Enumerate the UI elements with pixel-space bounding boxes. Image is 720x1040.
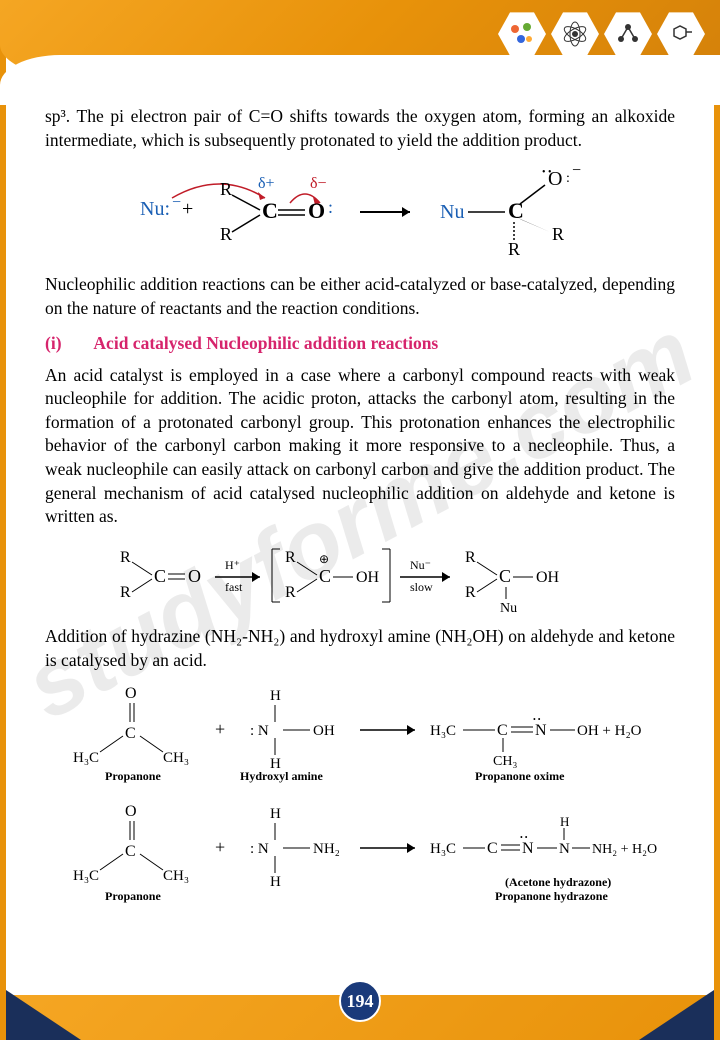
- svg-text:R: R: [120, 584, 131, 601]
- svg-text:C: C: [487, 840, 498, 857]
- structure-icon: [657, 10, 705, 58]
- bottom-corner-right: [639, 990, 714, 1040]
- svg-text:Propanone hydrazone: Propanone hydrazone: [495, 889, 608, 903]
- svg-text:OH: OH: [356, 569, 380, 586]
- mechanism-diagram-1: Nu: − + R R C δ+ O : δ− Nu C O • •: [45, 160, 675, 265]
- svg-text:C: C: [497, 722, 508, 739]
- svg-text:O: O: [125, 685, 137, 702]
- svg-text:OH + H₂O: OH + H₂O: [577, 723, 642, 739]
- svg-text:fast: fast: [225, 580, 243, 594]
- svg-text:(Acetone hydrazone): (Acetone hydrazone): [505, 875, 611, 889]
- svg-text:H: H: [270, 806, 281, 822]
- svg-text:CH₃: CH₃: [163, 868, 189, 884]
- svg-text:+: +: [215, 837, 225, 857]
- svg-text:H⁺: H⁺: [225, 558, 240, 572]
- svg-text:OH: OH: [536, 569, 560, 586]
- svg-text:R: R: [508, 239, 520, 259]
- mechanism-diagram-2: R R C O H⁺ fast R R C ⊕ OH: [45, 537, 675, 617]
- svg-text:: N: : N: [250, 723, 269, 739]
- molecules-icon: [498, 10, 546, 58]
- svg-text:CH₃: CH₃: [493, 754, 517, 769]
- svg-text:δ−: δ−: [310, 175, 327, 192]
- svg-text:R: R: [220, 179, 232, 199]
- svg-text:H: H: [270, 688, 281, 704]
- svg-text:⊕: ⊕: [319, 552, 329, 566]
- section-number: (i): [45, 333, 90, 354]
- svg-text:Nu: Nu: [500, 601, 517, 612]
- svg-text:Propanone oxime: Propanone oxime: [475, 769, 565, 783]
- header-icon-row: [498, 10, 705, 58]
- svg-text:Propanone: Propanone: [105, 889, 161, 903]
- top-banner: [0, 0, 720, 85]
- section-title: Acid catalysed Nucleophilic addition rea…: [93, 333, 438, 353]
- svg-text:H₃C: H₃C: [73, 750, 99, 766]
- svg-text:Nu:: Nu:: [140, 198, 170, 220]
- svg-text:H₃C: H₃C: [73, 868, 99, 884]
- svg-text:R: R: [465, 584, 476, 601]
- svg-text:• •: • •: [542, 167, 552, 178]
- svg-text:H: H: [560, 814, 569, 829]
- svg-text:CH₃: CH₃: [163, 750, 189, 766]
- atom-icon: [551, 10, 599, 58]
- svg-text:• •: • •: [520, 833, 528, 842]
- svg-text:+: +: [182, 198, 193, 220]
- svg-text:C: C: [499, 566, 511, 586]
- bond-icon: [604, 10, 652, 58]
- svg-text:Hydroxyl amine: Hydroxyl amine: [240, 769, 323, 783]
- svg-text::: :: [566, 171, 570, 186]
- svg-text:C: C: [508, 198, 524, 223]
- svg-text:δ+: δ+: [258, 175, 275, 192]
- svg-text:H: H: [270, 874, 281, 890]
- svg-text:OH: OH: [313, 723, 335, 739]
- svg-text:C: C: [319, 566, 331, 586]
- section-heading: (i) Acid catalysed Nucleophilic addition…: [45, 333, 675, 354]
- svg-text:C: C: [154, 566, 166, 586]
- svg-text:NH₂: NH₂: [313, 841, 340, 857]
- svg-text:H₃C: H₃C: [430, 841, 456, 857]
- svg-text:R: R: [552, 224, 564, 244]
- reaction-2: O C H₃C CH₃ Propanone + H : N NH₂ H H₃C …: [65, 798, 675, 913]
- svg-text:R: R: [285, 584, 296, 601]
- svg-text:R: R: [285, 549, 296, 566]
- svg-text:Nu: Nu: [440, 201, 464, 223]
- paragraph-2: Nucleophilic addition reactions can be e…: [45, 273, 675, 320]
- svg-text:NH₂ + H₂O: NH₂ + H₂O: [592, 842, 657, 857]
- svg-text:N: N: [522, 840, 534, 857]
- svg-text:C: C: [262, 198, 278, 223]
- paragraph-4: Addition of hydrazine (NH₂-NH₂) and hydr…: [45, 625, 675, 672]
- svg-text:O: O: [188, 566, 201, 586]
- paragraph-1: sp³. The pi electron pair of C=O shifts …: [45, 105, 675, 152]
- svg-text:R: R: [220, 224, 232, 244]
- svg-text:C: C: [125, 843, 136, 860]
- svg-text:H₃C: H₃C: [430, 723, 456, 739]
- bottom-corner-left: [6, 990, 81, 1040]
- svg-text::: :: [328, 197, 333, 217]
- svg-text:: N: : N: [250, 841, 269, 857]
- svg-text:R: R: [465, 549, 476, 566]
- svg-text:−: −: [572, 162, 581, 179]
- svg-text:O: O: [308, 198, 325, 223]
- svg-text:N: N: [535, 722, 547, 739]
- svg-text:+: +: [215, 719, 225, 739]
- svg-text:Nu⁻: Nu⁻: [410, 558, 431, 572]
- svg-text:• •: • •: [533, 715, 541, 724]
- page-number-badge: 194: [339, 980, 381, 1022]
- main-content: sp³. The pi electron pair of C=O shifts …: [0, 85, 720, 931]
- svg-text:C: C: [125, 725, 136, 742]
- svg-text:R: R: [120, 549, 131, 566]
- svg-text:slow: slow: [410, 580, 433, 594]
- paragraph-3: An acid catalyst is employed in a case w…: [45, 364, 675, 529]
- svg-text:N: N: [559, 841, 570, 857]
- reaction-1: O C H₃C CH₃ Propanone + H : N OH H Hydro…: [65, 680, 675, 790]
- svg-text:Propanone: Propanone: [105, 769, 161, 783]
- svg-text:O: O: [125, 803, 137, 820]
